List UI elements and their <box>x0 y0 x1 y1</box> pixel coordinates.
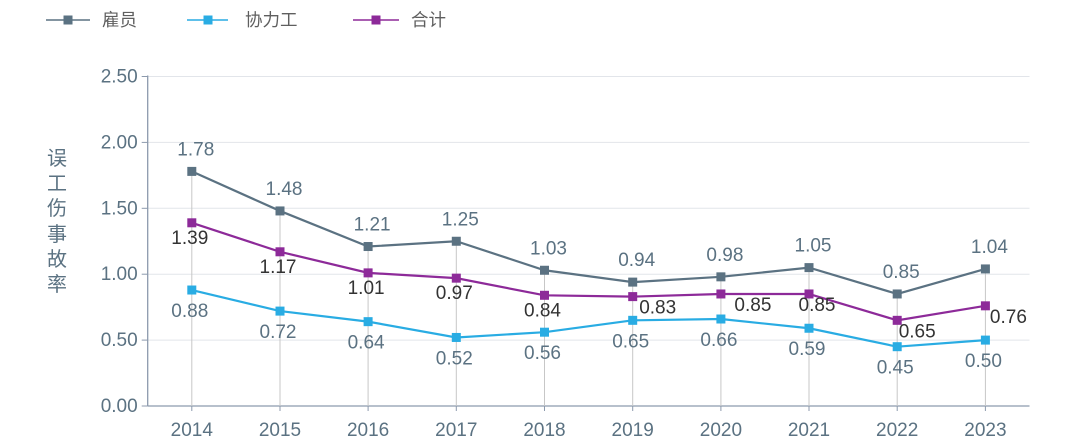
svg-text:1.21: 1.21 <box>354 215 391 236</box>
svg-text:1.48: 1.48 <box>266 179 303 200</box>
svg-text:2015: 2015 <box>259 420 301 441</box>
svg-text:2014: 2014 <box>171 420 214 441</box>
svg-text:0.59: 0.59 <box>789 339 826 360</box>
svg-text:0.88: 0.88 <box>171 301 208 322</box>
svg-text:0.52: 0.52 <box>436 348 473 369</box>
svg-text:0.50: 0.50 <box>101 330 138 351</box>
svg-text:0.72: 0.72 <box>260 322 297 343</box>
svg-text:0.45: 0.45 <box>877 358 914 379</box>
svg-text:0.50: 0.50 <box>965 351 1002 372</box>
svg-text:2018: 2018 <box>523 420 565 441</box>
svg-text:合计: 合计 <box>411 10 446 30</box>
svg-text:0.94: 0.94 <box>618 250 655 271</box>
svg-text:1.04: 1.04 <box>971 237 1008 258</box>
svg-text:0.00: 0.00 <box>101 396 138 417</box>
svg-text:2020: 2020 <box>700 420 742 441</box>
svg-text:2019: 2019 <box>612 420 654 441</box>
svg-text:协力工: 协力工 <box>245 10 298 30</box>
svg-text:1.01: 1.01 <box>348 278 385 299</box>
svg-text:2017: 2017 <box>435 420 477 441</box>
svg-text:0.83: 0.83 <box>639 298 676 319</box>
svg-text:0.66: 0.66 <box>700 330 737 351</box>
svg-text:0.65: 0.65 <box>612 331 649 352</box>
svg-text:1.25: 1.25 <box>442 209 479 230</box>
svg-text:0.76: 0.76 <box>990 307 1027 328</box>
svg-text:2.50: 2.50 <box>101 67 138 88</box>
svg-text:1.50: 1.50 <box>101 198 138 219</box>
svg-text:1.17: 1.17 <box>260 257 297 278</box>
svg-text:0.56: 0.56 <box>524 343 561 364</box>
svg-text:0.65: 0.65 <box>899 321 936 342</box>
svg-text:2.00: 2.00 <box>101 132 138 153</box>
svg-text:0.85: 0.85 <box>883 262 920 283</box>
svg-text:0.98: 0.98 <box>706 245 743 266</box>
svg-text:雇员: 雇员 <box>102 10 137 30</box>
svg-text:2021: 2021 <box>788 420 830 441</box>
svg-text:1.78: 1.78 <box>177 139 214 160</box>
svg-text:1.05: 1.05 <box>795 236 832 257</box>
svg-text:2016: 2016 <box>347 420 389 441</box>
svg-text:0.85: 0.85 <box>799 295 836 316</box>
svg-text:0.84: 0.84 <box>524 300 561 321</box>
svg-text:1.00: 1.00 <box>101 264 138 285</box>
svg-text:1.39: 1.39 <box>171 228 208 249</box>
svg-text:0.85: 0.85 <box>734 295 771 316</box>
svg-text:2023: 2023 <box>964 420 1006 441</box>
svg-text:2022: 2022 <box>876 420 918 441</box>
svg-text:0.97: 0.97 <box>436 283 473 304</box>
svg-text:0.64: 0.64 <box>348 333 385 354</box>
svg-text:1.03: 1.03 <box>530 238 567 259</box>
